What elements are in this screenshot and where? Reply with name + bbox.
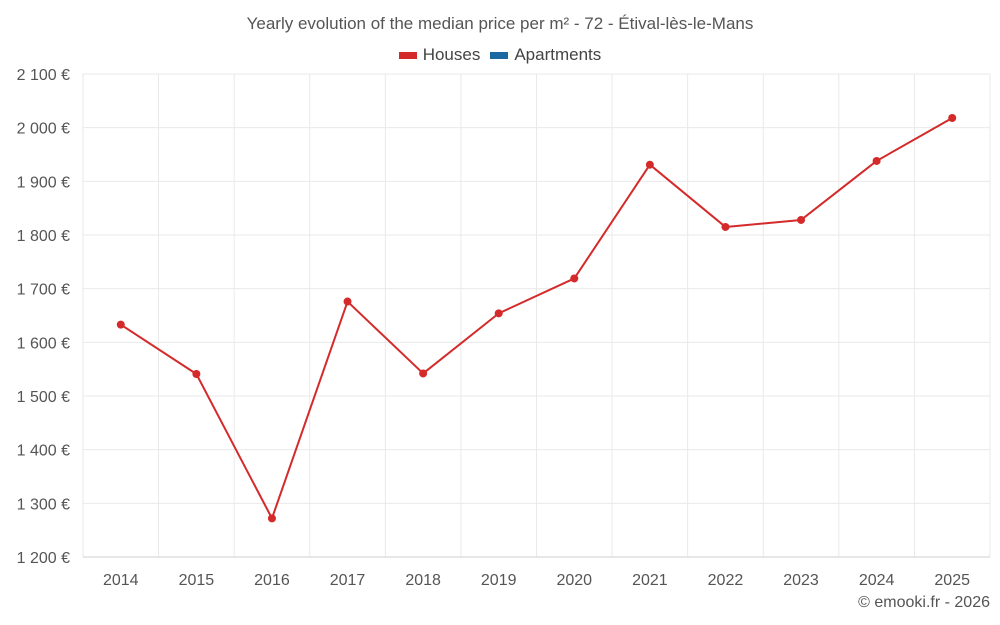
y-tick-label: 1 700 € xyxy=(17,282,70,299)
chart-title: Yearly evolution of the median price per… xyxy=(246,14,754,33)
x-tick-label: 2015 xyxy=(179,572,215,589)
x-tick-label: 2022 xyxy=(708,572,744,589)
x-tick-label: 2021 xyxy=(632,572,668,589)
y-tick-label: 2 000 € xyxy=(17,121,70,138)
data-point-houses xyxy=(267,514,276,523)
data-point-houses xyxy=(721,222,730,231)
data-point-houses xyxy=(570,274,579,283)
x-tick-label: 2014 xyxy=(103,572,139,589)
data-point-houses xyxy=(645,160,654,169)
data-point-houses xyxy=(494,309,503,318)
data-point-houses xyxy=(192,369,201,378)
legend-label-houses: Houses xyxy=(422,45,481,64)
x-tick-label: 2025 xyxy=(934,572,970,589)
y-tick-label: 1 500 € xyxy=(17,389,70,406)
x-tick-label: 2023 xyxy=(783,572,819,589)
legend-swatch-apartments xyxy=(490,51,509,59)
y-tick-label: 2 100 € xyxy=(17,67,70,84)
x-tick-label: 2020 xyxy=(556,572,592,589)
legend-swatch-houses xyxy=(398,51,417,59)
y-tick-label: 1 800 € xyxy=(17,228,70,245)
data-point-houses xyxy=(419,369,428,378)
y-tick-label: 1 900 € xyxy=(17,174,70,191)
x-tick-label: 2018 xyxy=(405,572,441,589)
y-tick-label: 1 600 € xyxy=(17,335,70,352)
x-tick-label: 2016 xyxy=(254,572,290,589)
data-point-houses xyxy=(797,215,806,224)
legend-item-apartments[interactable]: Apartments xyxy=(490,45,601,65)
data-point-houses xyxy=(343,297,352,306)
data-point-houses xyxy=(948,114,957,123)
credit: © emooki.fr - 2026 xyxy=(858,594,990,611)
data-point-houses xyxy=(872,156,881,165)
x-tick-label: 2017 xyxy=(330,572,366,589)
legend-item-houses[interactable]: Houses xyxy=(398,45,481,65)
x-tick-label: 2024 xyxy=(859,572,895,589)
legend: Houses Apartments xyxy=(0,45,1000,65)
legend-label-apartments: Apartments xyxy=(514,45,602,64)
y-tick-label: 1 400 € xyxy=(17,443,70,460)
data-point-houses xyxy=(116,320,125,329)
x-tick-label: 2019 xyxy=(481,572,517,589)
y-tick-label: 1 300 € xyxy=(17,496,70,513)
series-line-houses xyxy=(120,117,953,520)
y-tick-label: 1 200 € xyxy=(17,550,70,567)
